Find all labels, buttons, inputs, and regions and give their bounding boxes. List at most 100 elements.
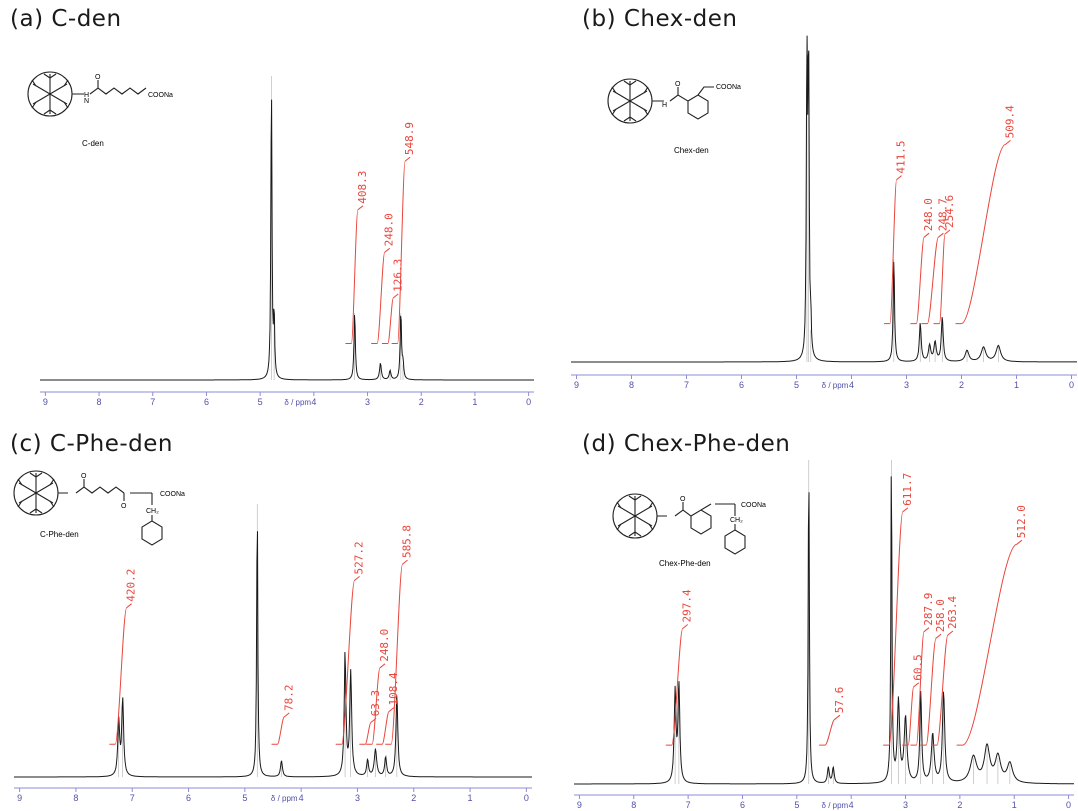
dendrimer-structure: H N O COONa C-den [27, 71, 173, 148]
svg-text:O: O [121, 503, 127, 510]
structure-group: COONa [160, 491, 185, 498]
integral-label: 254.6 [943, 195, 956, 228]
integral-curve [391, 156, 411, 344]
integral-label: 248.0 [378, 629, 391, 662]
panel-b: (b) Chex-den O H COONa Chex-den 9 8 7 6 5 4 3 2… [539, 0, 1078, 405]
x-tick-label: 5 [794, 380, 799, 390]
integral-label: 57.6 [833, 687, 846, 714]
integral-label: 527.2 [353, 541, 366, 574]
panel-a: (a) C-den H N O COONa C-den 9 8 7 6 5 4 3 2 1 0 δ … [0, 0, 539, 407]
svg-text:O: O [680, 496, 686, 503]
dendrimer-structure: O H COONa Chex-den [607, 78, 741, 155]
integral-label: 108.4 [387, 672, 400, 705]
integral-label: 512.0 [1015, 505, 1028, 538]
integral-label: 420.2 [125, 569, 138, 602]
panel-title: (d) Chex-Phe-den [582, 431, 791, 457]
structure-group: COONa [716, 84, 741, 91]
structure-label: Chex-Phe-den [659, 559, 711, 568]
x-tick-label: 2 [957, 800, 962, 810]
x-tick-label: 9 [17, 793, 22, 803]
integral-curve [359, 718, 377, 745]
x-tick-label: 5 [258, 397, 263, 407]
x-tick-label: 6 [204, 397, 209, 407]
integral-curve [819, 714, 841, 746]
x-axis-label: δ / ppm [284, 398, 311, 407]
x-tick-label: 8 [97, 397, 102, 407]
x-tick-label: 0 [1069, 380, 1074, 390]
svg-text:N: N [84, 98, 89, 105]
integral-curve [376, 707, 395, 745]
integral-label: 297.4 [681, 589, 694, 622]
integral-curve [345, 205, 364, 344]
structure-group: COONa [148, 92, 173, 99]
x-tick-label: 7 [684, 380, 689, 390]
x-tick-label: 9 [43, 397, 48, 407]
structure-group: COONa [741, 502, 766, 509]
x-tick-label: 8 [631, 800, 636, 810]
x-tick-label: 5 [242, 793, 247, 803]
integral-label: 248.0 [922, 198, 935, 231]
integral-curve [385, 559, 408, 745]
integral-curve [910, 627, 930, 746]
x-tick-label: 8 [73, 793, 78, 803]
panel-c: (c) C-Phe-den O O COONa CH₂ C-Phe-den 9 8… [0, 405, 539, 810]
x-axis-label: δ / ppm [822, 381, 849, 390]
x-tick-label: 3 [355, 793, 360, 803]
x-tick-label: 8 [629, 380, 634, 390]
x-tick-label: 0 [524, 793, 529, 803]
x-tick-label: 4 [849, 380, 854, 390]
svg-text:O: O [81, 473, 87, 480]
x-tick-label: 9 [574, 380, 579, 390]
dendrimer-icon [27, 71, 73, 117]
spectrum-trace [40, 99, 534, 381]
integral-label: 509.4 [1004, 105, 1017, 138]
dendrimer-structure: O O COONa CH₂ C-Phe-den [13, 470, 185, 546]
x-tick-label: 3 [365, 397, 370, 407]
x-tick-label: 1 [468, 793, 473, 803]
x-tick-label: 7 [150, 397, 155, 407]
integral-curve [884, 175, 902, 325]
svg-text:O: O [675, 81, 681, 88]
dendrimer-structure: O COONa CH₂ Chex-Phe-den [612, 493, 766, 568]
integral-curve [366, 663, 386, 745]
panel-d: (d) Chex-Phe-den O COONa CH₂ Chex-Phe-de… [539, 405, 1078, 810]
panel-title: (b) Chex-den [582, 6, 738, 32]
x-tick-label: 6 [739, 380, 744, 390]
integral-label: 60.5 [912, 654, 925, 681]
integral-curve [933, 229, 951, 325]
x-tick-label: 5 [794, 800, 799, 810]
integral-label: 408.3 [356, 171, 369, 204]
integral-curve [956, 539, 1023, 746]
integral-label: 611.7 [901, 473, 914, 506]
structure-group: CH₂ [146, 508, 159, 515]
integral-label: 548.9 [403, 122, 416, 155]
x-tick-label: 2 [419, 397, 424, 407]
structure-label: C-den [82, 139, 104, 148]
integral-curve [931, 630, 954, 746]
x-axis-label: δ / ppm [822, 801, 849, 810]
integral-curve [665, 624, 689, 746]
spectrum-trace [14, 531, 532, 778]
x-tick-label: 4 [299, 793, 304, 803]
x-tick-label: 9 [577, 800, 582, 810]
integral-curve [921, 232, 944, 325]
integral-label: 78.2 [282, 684, 295, 711]
panel-title: (a) C-den [10, 6, 122, 32]
structure-group: CH₂ [730, 517, 743, 524]
svg-text:H: H [84, 92, 89, 99]
integral-curve [883, 507, 909, 746]
x-tick-label: 0 [1066, 800, 1071, 810]
integral-curve [109, 603, 132, 745]
x-tick-label: 7 [686, 800, 691, 810]
integral-label: 411.5 [895, 140, 908, 173]
integral-label: 248.7 [936, 198, 949, 231]
x-tick-label: 6 [186, 793, 191, 803]
integral-curve [335, 576, 360, 745]
x-tick-label: 7 [130, 793, 135, 803]
spectrum-plot: 9 8 7 6 5 4 3 2 1 0 δ / ppm 297.4 57.6 611.7 60.5 287.9… [574, 460, 1074, 810]
integral-curve [271, 712, 290, 745]
integral-label: 248.0 [383, 213, 396, 246]
integral-label: 126.3 [391, 259, 404, 292]
integral-curve [910, 232, 930, 325]
